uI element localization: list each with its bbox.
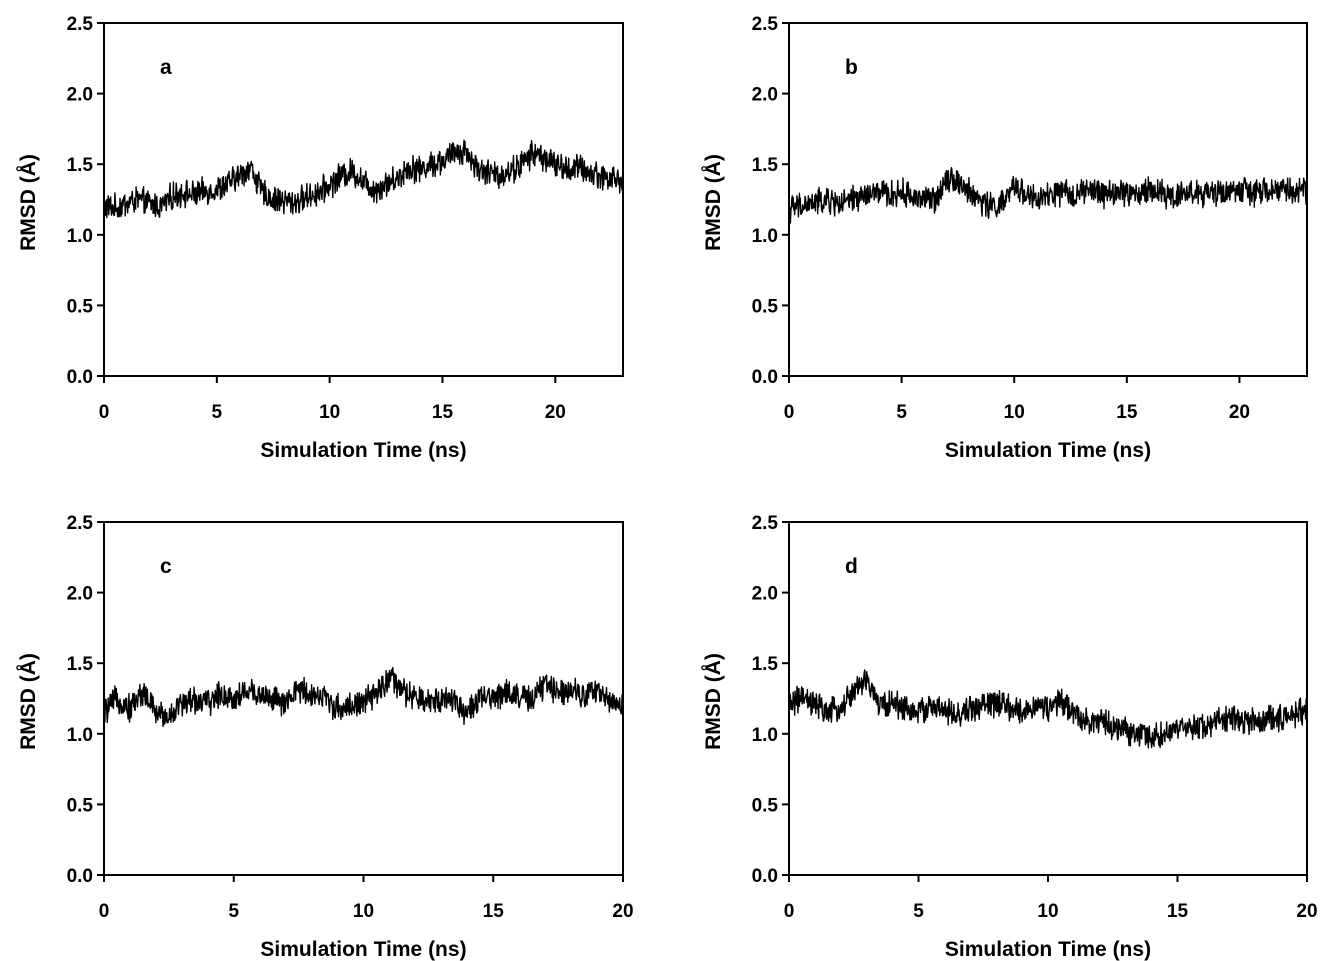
x-tick-label: 20 bbox=[612, 901, 633, 922]
y-axis-title: RMSD (Å) bbox=[16, 653, 40, 750]
y-tick-label: 0.0 bbox=[752, 866, 778, 887]
panel-label: d bbox=[845, 555, 858, 578]
panel-c: 0.0 0.5 1.0 1.5 2.0 2.5 0 5 10 15 20 Simulation Tim… bbox=[16, 513, 634, 961]
panel-d: 0.0 0.5 1.0 1.5 2.0 2.5 0 5 10 15 20 Simulation Tim… bbox=[701, 513, 1318, 961]
y-tick-label: 0.5 bbox=[67, 795, 94, 816]
y-tick-label: 2.0 bbox=[67, 584, 93, 605]
x-tick-label: 10 bbox=[1037, 901, 1058, 922]
y-tick-label: 0.5 bbox=[752, 795, 779, 816]
y-tick-label: 1.0 bbox=[752, 725, 778, 746]
y-tick-label: 2.0 bbox=[752, 85, 778, 106]
x-tick-label: 5 bbox=[913, 901, 924, 922]
y-tick-label: 0.5 bbox=[67, 296, 94, 317]
panel-label: a bbox=[160, 56, 172, 79]
plot-frame bbox=[788, 22, 1308, 377]
y-tick-label: 2.0 bbox=[67, 85, 93, 106]
plot-frame bbox=[103, 22, 624, 377]
y-axis-title: RMSD (Å) bbox=[701, 154, 725, 251]
y-axis-title: RMSD (Å) bbox=[701, 653, 725, 750]
y-tick-label: 1.0 bbox=[752, 226, 778, 247]
y-tick-label: 0.0 bbox=[67, 866, 93, 887]
panel-label: b bbox=[845, 56, 858, 79]
y-tick-label: 2.0 bbox=[752, 584, 778, 605]
x-tick-label: 15 bbox=[483, 901, 505, 922]
y-tick-label: 1.5 bbox=[752, 654, 779, 675]
y-tick-label: 0.0 bbox=[752, 367, 778, 388]
x-tick-label: 15 bbox=[432, 402, 454, 423]
x-tick-label: 10 bbox=[353, 901, 374, 922]
rmsd-series-line bbox=[788, 166, 1308, 224]
x-tick-label: 20 bbox=[1296, 901, 1317, 922]
x-tick-label: 10 bbox=[319, 402, 340, 423]
x-axis-title: Simulation Time (ns) bbox=[945, 938, 1151, 961]
y-tick-label: 1.0 bbox=[67, 725, 93, 746]
y-tick-label: 2.5 bbox=[752, 14, 779, 35]
x-axis-title: Simulation Time (ns) bbox=[260, 938, 466, 961]
x-tick-label: 15 bbox=[1116, 402, 1138, 423]
y-tick-label: 1.0 bbox=[67, 226, 93, 247]
x-tick-label: 0 bbox=[784, 901, 795, 922]
y-tick-label: 2.5 bbox=[752, 513, 779, 534]
rmsd-series-line bbox=[788, 669, 1308, 749]
x-tick-label: 0 bbox=[99, 901, 110, 922]
x-tick-label: 0 bbox=[784, 402, 795, 423]
y-tick-label: 1.5 bbox=[67, 654, 94, 675]
x-tick-label: 20 bbox=[545, 402, 566, 423]
x-axis-title: Simulation Time (ns) bbox=[945, 439, 1151, 462]
y-tick-label: 2.5 bbox=[67, 14, 94, 35]
y-tick-label: 2.5 bbox=[67, 513, 94, 534]
y-tick-label: 0.0 bbox=[67, 367, 93, 388]
x-tick-label: 20 bbox=[1229, 402, 1250, 423]
panel-label: c bbox=[160, 555, 172, 578]
x-tick-label: 5 bbox=[896, 402, 907, 423]
x-tick-label: 5 bbox=[212, 402, 223, 423]
x-tick-label: 0 bbox=[99, 402, 110, 423]
panel-b: 0.0 0.5 1.0 1.5 2.0 2.5 0 5 10 15 20 Simulation Tim… bbox=[701, 14, 1308, 462]
x-tick-label: 10 bbox=[1004, 402, 1025, 423]
y-axis-title: RMSD (Å) bbox=[16, 154, 40, 251]
y-tick-label: 0.5 bbox=[752, 296, 779, 317]
panel-a: 0.0 0.5 1.0 1.5 2.0 2.5 0 5 10 15 20 Simulation Tim… bbox=[16, 14, 624, 462]
rmsd-series-line bbox=[103, 666, 624, 728]
y-tick-label: 1.5 bbox=[752, 155, 779, 176]
y-tick-label: 1.5 bbox=[67, 155, 94, 176]
x-tick-label: 5 bbox=[228, 901, 239, 922]
x-axis-title: Simulation Time (ns) bbox=[260, 439, 466, 462]
x-tick-label: 15 bbox=[1167, 901, 1189, 922]
plot-frame bbox=[788, 521, 1308, 876]
rmsd-series-line bbox=[103, 139, 624, 219]
